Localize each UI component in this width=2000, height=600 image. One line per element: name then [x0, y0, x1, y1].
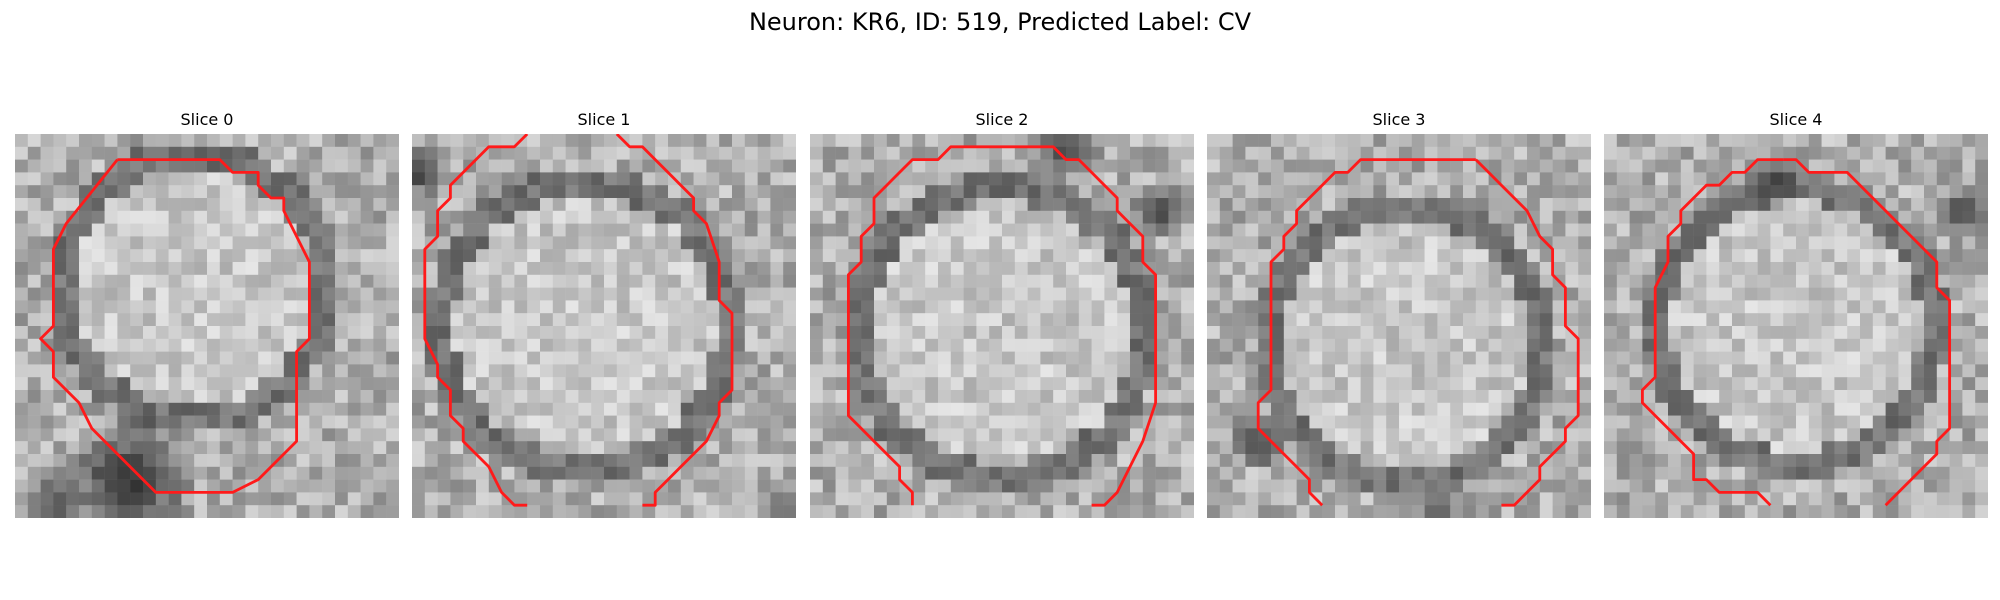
cell-contour-1-left: [423, 134, 529, 507]
cell-contour-3-right: [1474, 158, 1580, 507]
microscopy-pixels-0: [15, 134, 399, 518]
slice-panel-2: Slice 2: [810, 108, 1194, 518]
figure-title: Neuron: KR6, ID: 519, Predicted Label: C…: [748, 8, 1252, 36]
slice-title-0: Slice 0: [180, 110, 234, 129]
cell-contour-3-left: [1256, 158, 1476, 507]
cell-contour-4-left: [1640, 158, 1784, 507]
slice-panel-4: Slice 4: [1604, 108, 1988, 518]
slice-image-1: [412, 134, 796, 518]
cell-contour-0: [39, 158, 311, 494]
slice-image-4: [1604, 134, 1988, 518]
microscopy-pixels-1: [412, 134, 796, 518]
microscopy-pixels-2: [810, 134, 1194, 518]
cell-contour-2-right: [1002, 145, 1158, 507]
microscopy-pixels-3: [1207, 134, 1591, 518]
slice-title-4: Slice 4: [1769, 110, 1823, 129]
cell-contour-2-left: [846, 145, 1002, 506]
slice-image-3: [1207, 134, 1591, 518]
slice-title-1: Slice 1: [577, 110, 631, 129]
slice-image-2: [810, 134, 1194, 518]
slice-panel-0: Slice 0: [15, 108, 399, 518]
slice-panel-3: Slice 3: [1207, 108, 1591, 518]
cell-contour-1-right: [615, 134, 734, 507]
slice-title-3: Slice 3: [1372, 110, 1426, 129]
slice-panel-1: Slice 1: [412, 108, 796, 518]
slice-title-2: Slice 2: [975, 110, 1029, 129]
cell-contour-4-right: [1783, 158, 1952, 507]
slice-image-0: [15, 134, 399, 518]
